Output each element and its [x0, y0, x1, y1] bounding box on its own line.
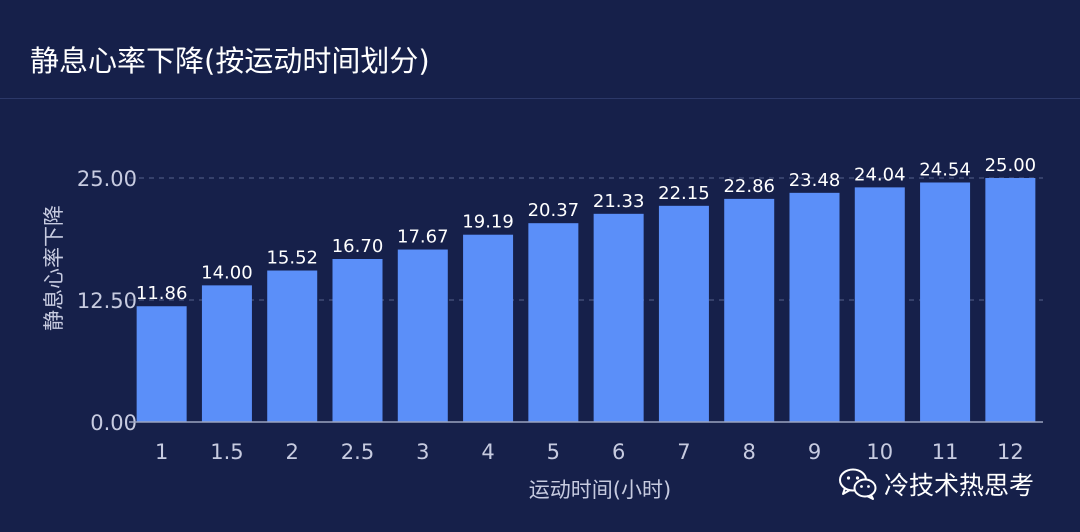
bar-value-label: 24.04 — [854, 164, 906, 185]
bar — [658, 205, 709, 422]
y-tick-label: 25.00 — [77, 167, 137, 191]
x-tick-labels: 1 1.5 2 2.5 3 4 5 6 7 8 9 10 11 12 — [155, 440, 1024, 464]
x-tick-label: 1.5 — [210, 440, 243, 464]
x-axis-label: 运动时间(小时) — [529, 478, 671, 502]
chart-title: 静息心率下降(按运动时间划分) — [30, 44, 430, 78]
bar — [920, 182, 971, 422]
bar — [136, 306, 187, 422]
x-tick-label: 5 — [547, 440, 560, 464]
bar — [397, 249, 448, 422]
x-tick-label: 9 — [808, 440, 821, 464]
x-tick-label: 4 — [481, 440, 494, 464]
bar — [267, 270, 318, 422]
bars — [136, 178, 1036, 422]
bar-value-label: 21.33 — [593, 191, 645, 212]
grid-lines — [129, 177, 1043, 301]
bar-value-label: 20.37 — [528, 200, 580, 221]
bar — [463, 234, 514, 422]
y-tick-label: 12.50 — [77, 289, 137, 313]
x-tick-label: 12 — [997, 440, 1024, 464]
bar-value-label: 25.00 — [985, 155, 1037, 176]
bar-value-label: 24.54 — [919, 159, 971, 180]
bar — [332, 259, 383, 422]
bar-value-label: 19.19 — [462, 212, 514, 233]
x-tick-label: 1 — [155, 440, 168, 464]
wechat-icon — [839, 468, 877, 500]
title-divider — [0, 98, 1080, 99]
bar-value-label: 17.67 — [397, 227, 449, 248]
x-tick-label: 6 — [612, 440, 625, 464]
bar — [985, 178, 1036, 422]
bar — [724, 198, 775, 422]
y-axis-label: 静息心率下降 — [42, 205, 66, 331]
bar-value-label: 15.52 — [266, 248, 318, 269]
bar — [593, 213, 644, 422]
x-tick-label: 2 — [286, 440, 299, 464]
x-tick-label: 7 — [677, 440, 690, 464]
watermark-text: 冷技术热思考 — [884, 471, 1035, 500]
x-tick-label: 11 — [932, 440, 959, 464]
x-tick-label: 8 — [743, 440, 756, 464]
x-tick-label: 10 — [866, 440, 893, 464]
x-tick-label: 2.5 — [341, 440, 374, 464]
bar-value-label: 23.48 — [789, 170, 841, 191]
bar-value-label: 22.86 — [723, 176, 775, 197]
x-tick-label: 3 — [416, 440, 429, 464]
bar-value-label: 22.15 — [658, 183, 710, 204]
bar — [789, 192, 840, 422]
y-tick-label: 0.00 — [90, 411, 137, 435]
bar-value-labels: 11.86 14.00 15.52 16.70 17.67 19.19 20.37 21.33… — [136, 155, 1036, 304]
watermark: 冷技术热思考 — [838, 466, 1034, 502]
bar — [854, 187, 905, 422]
bar — [528, 223, 579, 422]
bar — [201, 285, 252, 422]
y-tick-labels: 0.00 12.50 25.00 — [77, 167, 137, 435]
bar-value-label: 14.00 — [201, 262, 253, 283]
bar-value-label: 11.86 — [136, 283, 188, 304]
bar-value-label: 16.70 — [332, 236, 384, 257]
